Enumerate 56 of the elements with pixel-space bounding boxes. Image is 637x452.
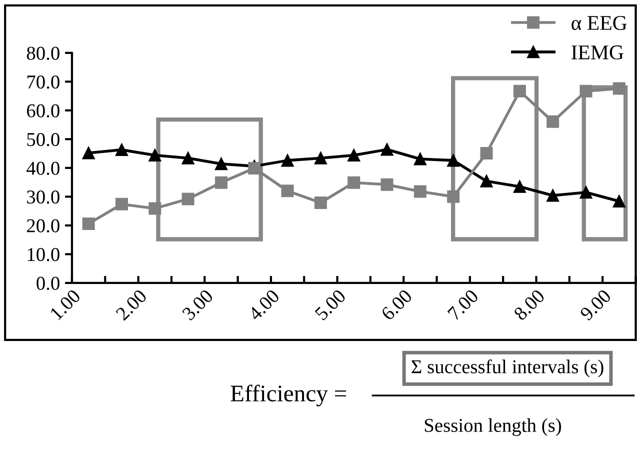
legend-label: IEMG bbox=[572, 45, 624, 60]
point bbox=[380, 178, 394, 191]
point bbox=[248, 162, 261, 174]
point bbox=[148, 149, 162, 162]
point bbox=[447, 154, 460, 167]
point bbox=[82, 146, 95, 160]
point bbox=[612, 82, 626, 95]
point bbox=[612, 195, 626, 208]
x-tick-label: 3.00 bbox=[182, 288, 214, 321]
point bbox=[348, 176, 360, 189]
y-tick-label: 0.0 bbox=[36, 276, 60, 290]
x-tick-label: 5.00 bbox=[314, 288, 346, 321]
point bbox=[480, 174, 493, 188]
y-tick-label: 60.0 bbox=[26, 104, 60, 118]
x-tick-label: 4.00 bbox=[248, 288, 280, 322]
point bbox=[281, 154, 294, 167]
point bbox=[182, 152, 194, 164]
point bbox=[182, 192, 194, 206]
point bbox=[414, 152, 426, 166]
point bbox=[314, 196, 327, 209]
point bbox=[148, 202, 162, 215]
point bbox=[513, 84, 526, 98]
point bbox=[546, 115, 560, 128]
text: Σ successful intervals (s) bbox=[412, 359, 604, 378]
legend-label: α EEG bbox=[572, 16, 627, 30]
point bbox=[580, 186, 592, 199]
point bbox=[414, 185, 426, 198]
point bbox=[513, 180, 526, 193]
x-tick-label: 9.00 bbox=[579, 288, 612, 322]
point bbox=[380, 143, 394, 156]
x-tick-label: 8.00 bbox=[513, 288, 546, 322]
x-tick-label: 7.00 bbox=[447, 288, 480, 321]
point bbox=[447, 190, 460, 203]
point bbox=[115, 144, 128, 156]
x-tick-label: 1.00 bbox=[50, 288, 82, 320]
y-tick-label: 10.0 bbox=[28, 248, 60, 262]
point bbox=[348, 149, 360, 162]
point bbox=[281, 184, 294, 198]
point bbox=[214, 176, 228, 189]
y-tick-label: 20.0 bbox=[27, 219, 60, 232]
point bbox=[314, 152, 327, 164]
point bbox=[82, 217, 95, 230]
y-tick-label: 50.0 bbox=[27, 132, 60, 146]
y-tick-label: 80.0 bbox=[26, 46, 60, 60]
y-tick-label: 70.0 bbox=[27, 75, 60, 89]
text: Session length (s) bbox=[424, 418, 562, 436]
point bbox=[546, 189, 560, 202]
text: Efficiency = bbox=[230, 384, 346, 406]
point bbox=[214, 158, 228, 170]
point bbox=[580, 84, 592, 98]
y-tick-label: 30.0 bbox=[27, 190, 60, 204]
x-tick-label: 2.00 bbox=[115, 288, 148, 322]
point bbox=[480, 147, 493, 160]
x-tick-label: 6.00 bbox=[380, 288, 413, 322]
point bbox=[115, 198, 128, 210]
y-tick-label: 40.0 bbox=[26, 162, 60, 175]
